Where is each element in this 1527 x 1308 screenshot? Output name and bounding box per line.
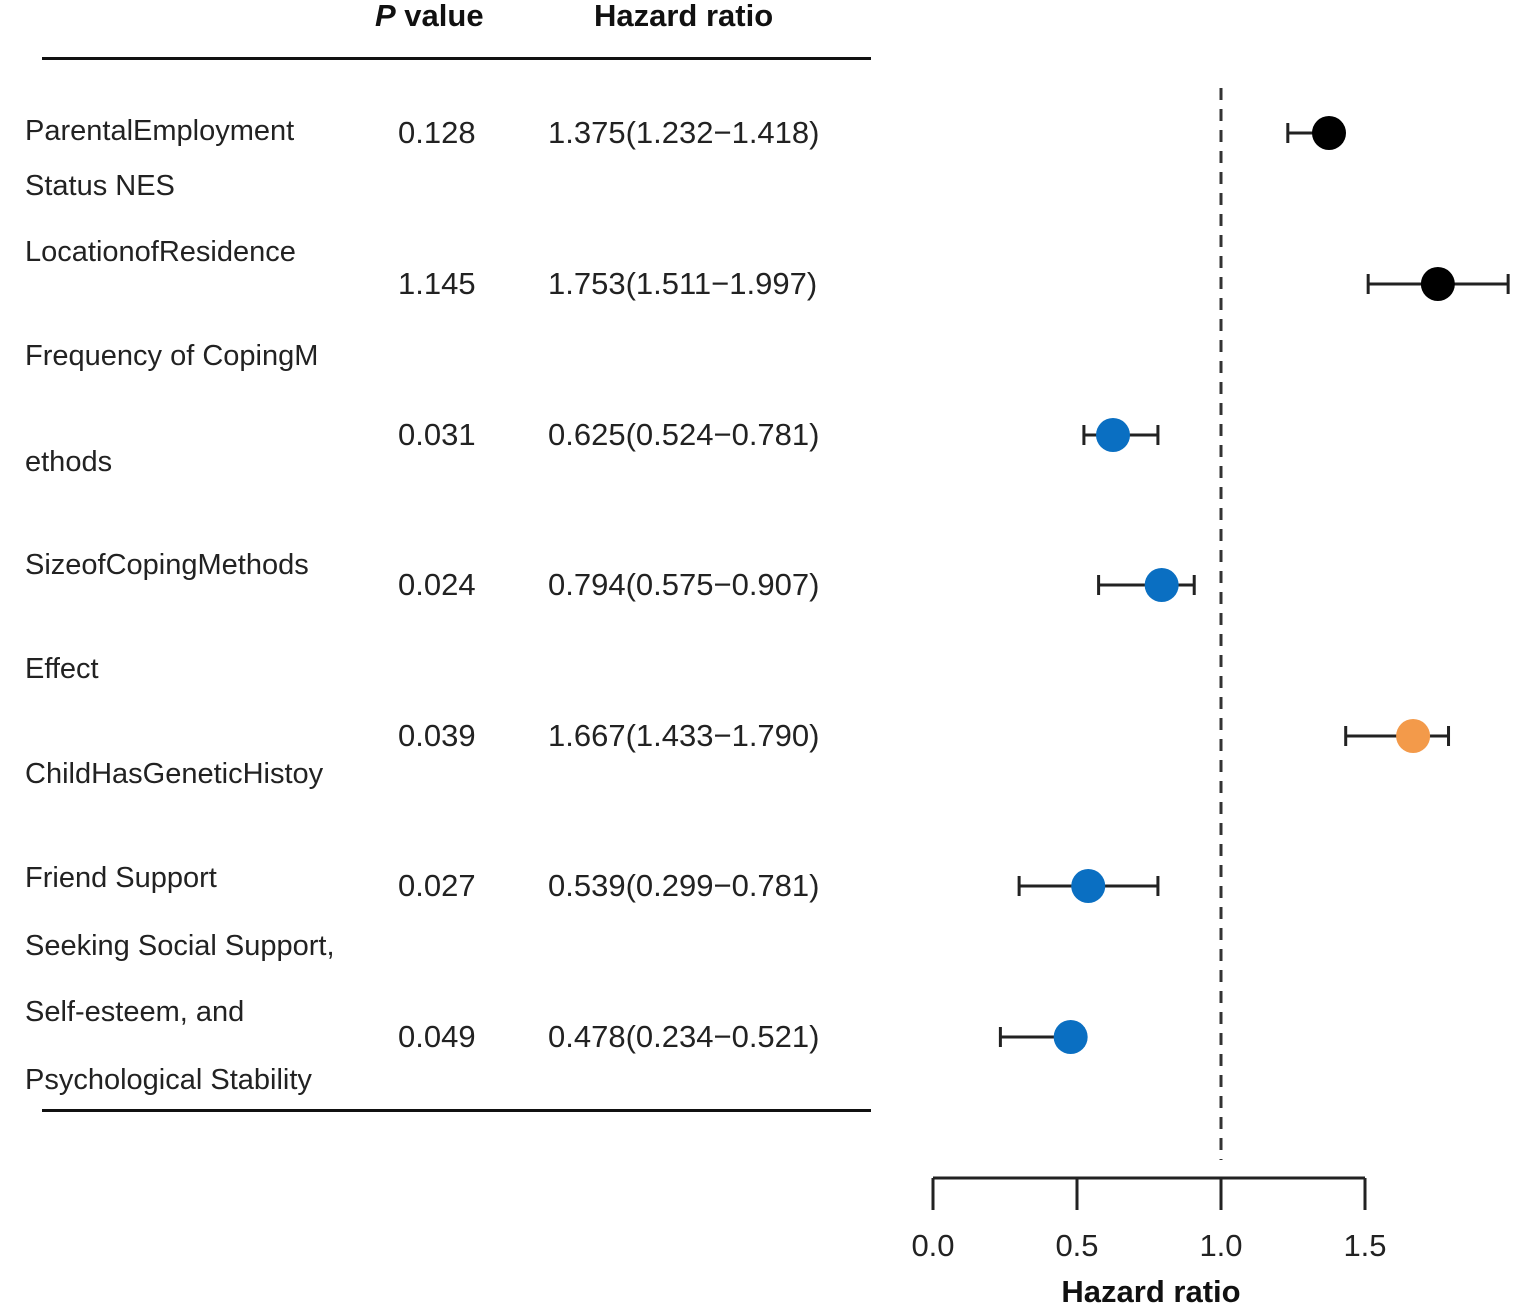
point-estimate [1096,418,1130,452]
header-p-italic: P [375,0,396,33]
row-label: SizeofCopingMethods [25,549,309,581]
row-label: Status NES [25,170,175,202]
x-tick-label: 1.5 [1343,1228,1386,1263]
bottom-rule [42,1109,871,1112]
x-tick-label: 0.0 [911,1228,954,1263]
row-label: Psychological Stability [25,1064,312,1096]
p-value: 1.145 [398,266,476,301]
point-estimate [1144,568,1179,602]
hazard-ratio-ci: 0.539(0.299−0.781) [548,868,820,903]
hazard-ratio-ci: 1.667(1.433−1.790) [548,718,820,753]
header-hazard-ratio: Hazard ratio [594,0,774,33]
point-estimate [1053,1020,1088,1054]
x-axis-title: Hazard ratio [1061,1274,1240,1308]
hazard-ratio-ci: 0.625(0.524−0.781) [548,417,820,452]
row-label: ethods [25,446,113,478]
header-p-rest: value [395,0,484,33]
hazard-ratio-ci: 0.478(0.234−0.521) [548,1019,820,1054]
p-value: 0.049 [398,1019,476,1054]
row-label: Effect [25,653,99,685]
header-p-value: P value [375,0,484,34]
row-label: Friend Support [25,862,217,894]
p-value: 0.027 [398,868,476,903]
row-label: Frequency of CopingM [25,340,319,372]
row-label: ChildHasGeneticHistoy [25,758,324,790]
x-tick-label: 1.0 [1199,1228,1242,1263]
point-estimate [1420,267,1455,301]
x-tick-label: 0.5 [1055,1228,1098,1263]
hazard-ratio-ci: 1.375(1.232−1.418) [548,115,820,150]
point-estimate [1071,869,1106,903]
p-value: 0.031 [398,417,476,452]
row-label: Seeking Social Support, [25,930,335,962]
p-value: 0.128 [398,115,476,150]
hazard-ratio-ci: 0.794(0.575−0.907) [548,567,820,602]
row-label: Self-esteem, and [25,996,245,1028]
p-value: 0.024 [398,567,476,602]
point-estimate [1396,719,1431,753]
p-value: 0.039 [398,718,476,753]
top-rule [42,57,871,60]
point-estimate [1312,116,1346,150]
row-label: ParentalEmployment [25,115,295,147]
hazard-ratio-ci: 1.753(1.511−1.997) [548,266,818,301]
row-label: LocationofResidence [25,236,296,268]
